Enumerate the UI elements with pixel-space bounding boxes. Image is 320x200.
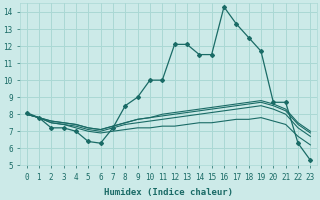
- X-axis label: Humidex (Indice chaleur): Humidex (Indice chaleur): [104, 188, 233, 197]
